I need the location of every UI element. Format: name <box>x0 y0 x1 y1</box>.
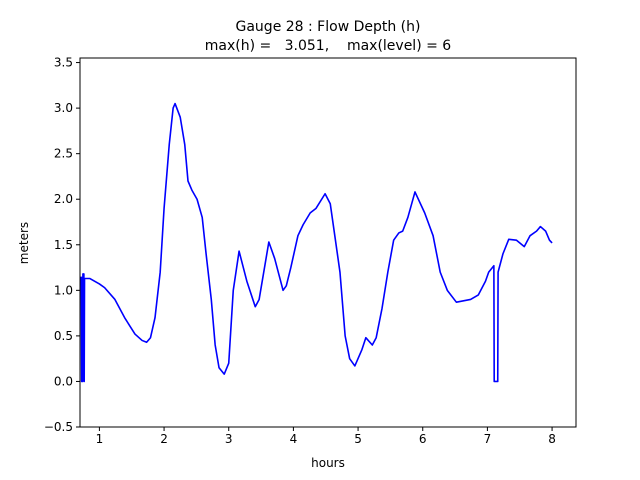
y-tick-label: 2.5 <box>54 147 73 161</box>
x-tick-label: 5 <box>354 432 362 446</box>
y-tick-label: 1.0 <box>54 283 73 297</box>
y-tick-label: 3.5 <box>54 56 73 70</box>
y-tick-label: 0.0 <box>54 374 73 388</box>
x-tick-label: 3 <box>225 432 233 446</box>
x-tick-label: 2 <box>160 432 168 446</box>
y-axis-label: meters <box>17 222 31 264</box>
x-tick-label: 8 <box>548 432 556 446</box>
y-tick-label: 1.5 <box>54 238 73 252</box>
chart-subtitle: max(h) = 3.051, max(level) = 6 <box>205 38 452 54</box>
x-axis-label: hours <box>311 456 345 470</box>
y-tick-label: 2.0 <box>54 192 73 206</box>
chart-title: Gauge 28 : Flow Depth (h) <box>236 19 421 35</box>
y-tick-label: 3.0 <box>54 101 73 115</box>
y-tick-label: 0.5 <box>54 329 73 343</box>
y-tick-label: −0.5 <box>44 420 73 434</box>
x-tick-label: 6 <box>419 432 427 446</box>
x-tick-label: 7 <box>484 432 492 446</box>
plot-frame <box>79 57 577 428</box>
x-tick-label: 1 <box>96 432 104 446</box>
x-tick-label: 4 <box>290 432 298 446</box>
data-line <box>80 102 553 383</box>
